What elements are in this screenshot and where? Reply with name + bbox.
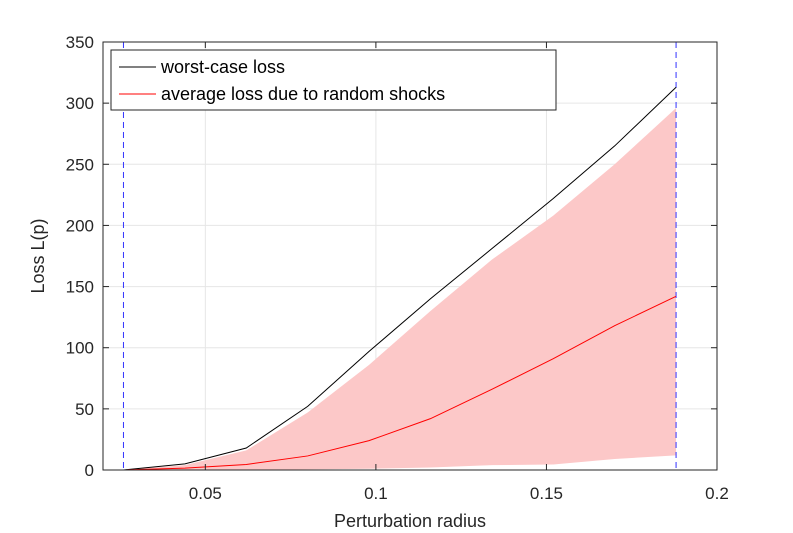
legend: worst-case loss average loss due to rand… [110,49,557,111]
y-tick-label: 150 [66,278,94,297]
y-tick-label: 300 [66,94,94,113]
legend-box [110,49,557,111]
y-tick-label: 50 [75,400,94,419]
y-tick-label: 100 [66,339,94,358]
axes-frame [102,41,718,471]
average-loss-line [123,295,677,471]
legend-label-average: average loss due to random shocks [161,84,445,104]
x-tick-label: 0.15 [530,484,563,503]
y-axis-label: Loss L(p) [28,218,48,293]
shaded-band [123,108,677,470]
series-lines [123,86,677,471]
x-tick-labels: 0.05 0.1 0.15 0.2 [189,484,729,503]
y-tick-labels: 0 50 100 150 200 250 300 350 [66,33,94,480]
y-tick-label: 250 [66,155,94,174]
y-tick-label: 0 [85,461,94,480]
y-tick-label: 200 [66,216,94,235]
x-tick-label: 0.05 [189,484,222,503]
ticks [103,41,718,471]
confidence-band [123,108,677,470]
x-tick-label: 0.1 [364,484,388,503]
x-axis-label: Perturbation radius [334,511,486,531]
vertical-lines [122,42,677,470]
legend-label-worst-case: worst-case loss [160,57,285,77]
x-tick-label: 0.2 [705,484,729,503]
y-tick-label: 350 [66,33,94,52]
worst-case-loss-line [123,86,677,471]
